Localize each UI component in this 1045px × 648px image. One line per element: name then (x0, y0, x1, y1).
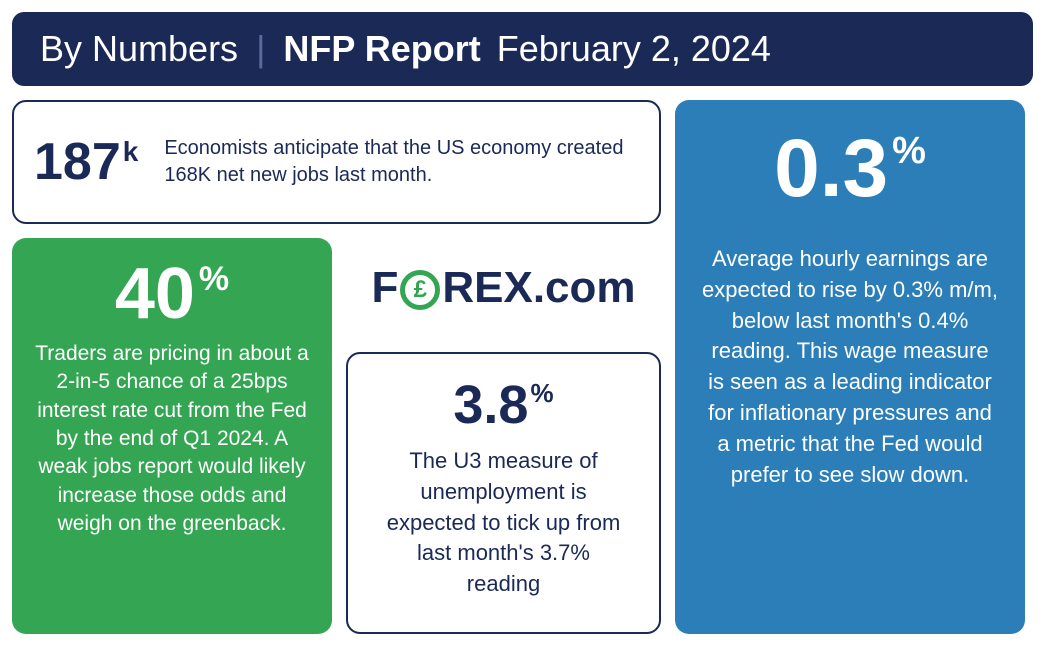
logo-o-icon: £ (400, 270, 440, 310)
jobs-value: 187k (34, 132, 138, 192)
header-date: February 2, 2024 (497, 28, 771, 70)
card-unemployment: 3.8% The U3 measure of unemployment is e… (346, 352, 661, 634)
cards-grid: 187k Economists anticipate that the US e… (12, 100, 1033, 634)
earnings-value: 0.3% (774, 128, 926, 210)
header-section: By Numbers (40, 28, 238, 70)
header-divider: | (256, 28, 265, 70)
traders-value: 40% (115, 258, 229, 330)
card-jobs: 187k Economists anticipate that the US e… (12, 100, 661, 224)
unemployment-description: The U3 measure of unemployment is expect… (378, 446, 629, 600)
traders-description: Traders are pricing in about a 2-in-5 ch… (34, 340, 310, 538)
logo-container: F£REX.com (346, 238, 661, 338)
header-title: NFP Report (283, 28, 480, 70)
jobs-description: Economists anticipate that the US econom… (164, 135, 639, 189)
earnings-description: Average hourly earnings are expected to … (701, 244, 999, 490)
header-bar: By Numbers | NFP Report February 2, 2024 (12, 12, 1033, 86)
card-earnings: 0.3% Average hourly earnings are expecte… (675, 100, 1025, 634)
middle-column: F£REX.com 3.8% The U3 measure of unemplo… (346, 238, 661, 634)
forex-logo: F£REX.com (371, 263, 635, 313)
card-traders: 40% Traders are pricing in about a 2-in-… (12, 238, 332, 634)
unemployment-value: 3.8% (453, 378, 553, 432)
